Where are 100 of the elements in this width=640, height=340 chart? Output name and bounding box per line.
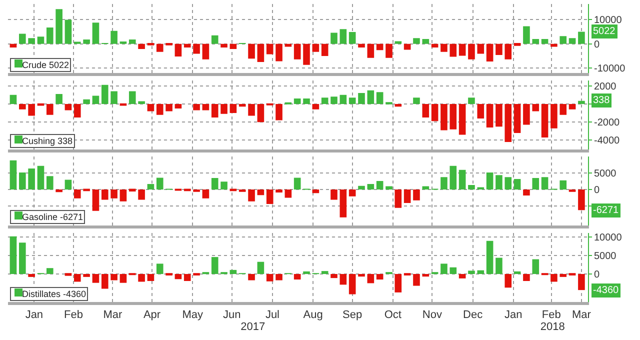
bar — [486, 104, 494, 128]
bar — [514, 271, 521, 274]
bar — [220, 44, 228, 48]
bar — [450, 44, 457, 57]
bar — [431, 44, 438, 48]
bar — [294, 44, 301, 60]
bar — [431, 104, 438, 122]
bar — [550, 104, 558, 128]
bar — [156, 178, 164, 190]
bar — [37, 36, 44, 44]
bar — [138, 190, 145, 200]
bar — [440, 177, 448, 190]
bar — [211, 104, 218, 118]
y-tick-label: 10000 — [594, 15, 622, 26]
text: Cushing 338 — [12, 136, 73, 146]
y-tick-label: -2000 — [594, 118, 620, 129]
bar — [248, 44, 255, 59]
bar — [10, 94, 17, 104]
bar — [138, 44, 145, 49]
bar — [147, 104, 154, 112]
bar — [156, 44, 164, 52]
bar — [120, 103, 127, 106]
x-tick-label: Jan — [504, 309, 522, 322]
bar — [376, 181, 384, 190]
bar — [458, 170, 466, 190]
bar — [458, 274, 466, 278]
bar — [248, 274, 255, 280]
x-tick-label: Apr — [143, 309, 161, 322]
bar — [321, 44, 328, 56]
bar — [10, 160, 17, 190]
bar — [367, 90, 374, 104]
bar — [394, 41, 402, 44]
bar — [504, 274, 512, 288]
bar — [468, 270, 475, 274]
bar — [238, 104, 246, 107]
x-tick-label: Nov — [422, 309, 442, 322]
bar — [64, 104, 72, 110]
bar — [477, 44, 484, 54]
bar — [404, 44, 411, 50]
bar — [523, 190, 530, 196]
bar — [413, 274, 420, 286]
bar — [560, 36, 567, 44]
bar — [578, 100, 585, 104]
y-tick-label: 0 — [594, 39, 600, 50]
bar — [101, 274, 108, 289]
bar — [348, 274, 356, 294]
bar — [477, 187, 484, 190]
bar — [496, 175, 502, 190]
bar — [174, 104, 182, 108]
bar — [19, 34, 26, 44]
bar — [348, 32, 356, 44]
bar — [56, 190, 62, 192]
bar — [28, 38, 35, 44]
bar — [523, 26, 530, 44]
bar — [294, 98, 301, 104]
bar — [74, 190, 81, 198]
bar — [348, 98, 356, 104]
bar — [367, 274, 374, 284]
bar — [386, 186, 392, 190]
bar — [358, 44, 365, 48]
bar — [46, 104, 54, 115]
bar — [101, 84, 108, 104]
bar — [450, 104, 457, 130]
bar — [358, 93, 365, 104]
bar — [578, 190, 585, 210]
bar — [303, 44, 310, 65]
bar — [468, 44, 475, 60]
bar — [348, 190, 356, 196]
bar — [128, 188, 136, 192]
x-tick-label: May — [182, 309, 204, 322]
bar — [92, 96, 100, 104]
bar — [504, 104, 512, 142]
bar — [37, 166, 44, 190]
bar — [83, 274, 90, 277]
bar — [504, 177, 512, 190]
bar — [550, 274, 558, 282]
bar — [74, 274, 81, 282]
bar — [560, 274, 567, 277]
bar — [560, 180, 567, 190]
bar — [266, 190, 274, 204]
bar — [340, 29, 347, 44]
bar — [560, 104, 567, 115]
bar — [257, 44, 264, 62]
bar — [156, 104, 164, 115]
bar — [174, 274, 182, 280]
bar — [450, 267, 457, 274]
bar — [193, 104, 200, 110]
bar — [422, 104, 430, 118]
bar — [138, 101, 145, 104]
bar — [358, 186, 365, 190]
bar — [174, 44, 182, 56]
bar — [128, 40, 136, 44]
bar — [376, 92, 384, 104]
annotation: 338 — [593, 95, 610, 106]
bar — [92, 190, 100, 211]
x-tick-label: Jun — [223, 309, 241, 322]
bar — [404, 190, 411, 203]
bar — [486, 240, 494, 274]
bar — [496, 104, 502, 127]
bar — [358, 274, 365, 277]
